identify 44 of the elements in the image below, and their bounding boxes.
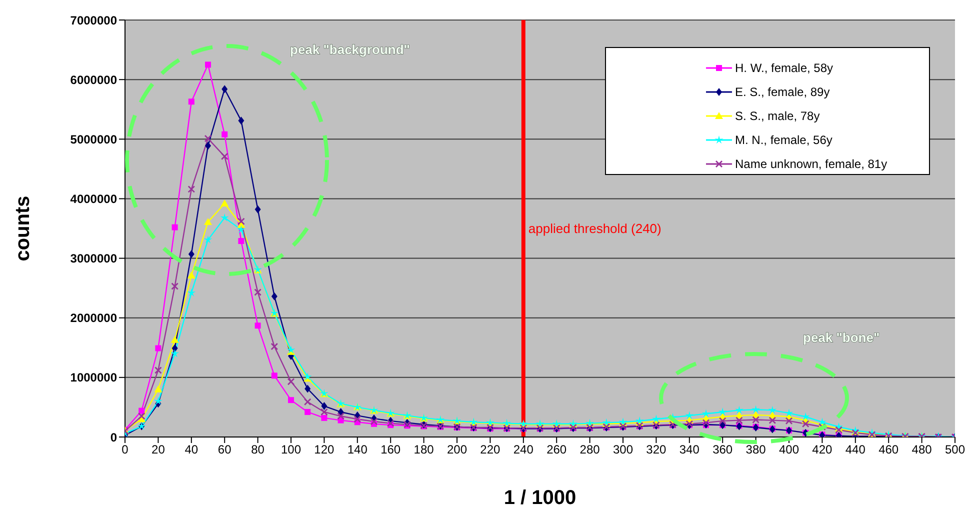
ref-line-label: applied threshold (240) (528, 221, 662, 236)
x-tick-label: 260 (546, 442, 567, 457)
x-tick-label: 220 (480, 442, 501, 457)
legend-label: H. W., female, 58y (735, 61, 834, 75)
x-tick-label: 180 (414, 442, 434, 457)
legend-label: E. S., female, 89y (735, 85, 830, 99)
x-tick-label: 380 (746, 442, 766, 457)
y-tick-label: 4000000 (70, 192, 118, 206)
y-tick-label: 1000000 (70, 370, 118, 385)
x-tick-label: 80 (251, 442, 265, 457)
x-axis-title: 1 / 1000 (504, 487, 576, 509)
legend-label: M. N., female, 56y (735, 133, 832, 147)
x-tick-label: 0 (122, 442, 129, 457)
x-tick-label: 120 (314, 442, 335, 457)
x-tick-label: 320 (646, 442, 667, 457)
x-tick-label: 200 (446, 442, 468, 457)
x-tick-label: 280 (580, 442, 600, 457)
x-tick-label: 480 (912, 442, 932, 457)
x-tick-label: 420 (812, 442, 833, 457)
x-tick-label: 360 (712, 442, 733, 457)
x-tick-label: 160 (380, 442, 401, 457)
annotation: peak "background" (290, 42, 410, 57)
x-tick-label: 400 (778, 442, 800, 457)
y-axis-title: counts (12, 196, 34, 262)
legend-label: Name unknown, female, 81y (735, 157, 888, 171)
y-tick-label: 3000000 (70, 252, 118, 266)
x-tick-label: 500 (944, 442, 966, 457)
y-tick-label: 7000000 (70, 13, 118, 28)
x-tick-label: 300 (612, 442, 634, 457)
y-tick-label: 5000000 (70, 132, 118, 146)
y-tick-label: 0 (110, 430, 118, 444)
x-tick-label: 240 (513, 442, 534, 457)
x-tick-label: 440 (845, 442, 866, 457)
x-tick-label: 20 (152, 442, 166, 457)
x-tick-label: 100 (280, 442, 302, 457)
y-tick-label: 2000000 (70, 311, 118, 326)
legend-label: S. S., male, 78y (735, 109, 820, 123)
x-tick-label: 60 (218, 442, 232, 457)
x-tick-label: 340 (679, 442, 700, 457)
x-tick-label: 40 (184, 442, 198, 457)
annotation: peak "bone" (803, 330, 880, 345)
y-tick-label: 6000000 (70, 72, 118, 87)
x-tick-label: 140 (347, 442, 368, 457)
x-tick-label: 460 (878, 442, 899, 457)
